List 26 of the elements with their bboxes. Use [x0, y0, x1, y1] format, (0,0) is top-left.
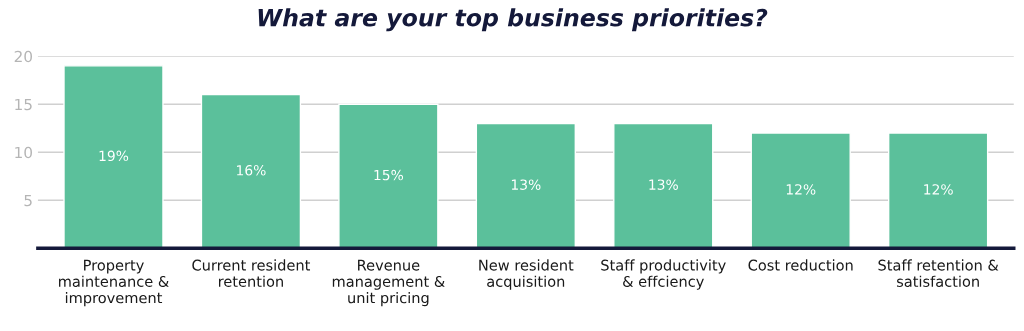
x-tick-label: Staff productivity & effciency — [601, 259, 726, 290]
bar — [63, 65, 164, 249]
data-label: 19% — [99, 150, 129, 162]
bar — [750, 132, 851, 249]
data-label: 16% — [237, 164, 266, 176]
bar — [475, 122, 576, 249]
y-tick-label: 15 — [15, 98, 32, 111]
data-label: 12% — [786, 184, 816, 195]
bar — [887, 132, 989, 249]
x-tick-label: Staff retention & satisfaction — [878, 259, 999, 287]
bar — [338, 103, 439, 249]
x-tick-label: Property maintenance & improvement — [59, 259, 169, 307]
y-tick-label: 5 — [24, 194, 32, 207]
chart-title: What are your top business priorities? — [258, 8, 768, 32]
bar — [200, 93, 302, 249]
data-label: 13% — [649, 179, 678, 190]
data-label: 13% — [511, 179, 541, 190]
bar — [613, 122, 714, 249]
y-tick-label: 10 — [15, 146, 33, 159]
data-label: 15% — [374, 169, 404, 181]
x-tick-label: Current resident retention — [192, 259, 311, 287]
x-tick-label: Revenue management & unit pricing — [332, 259, 445, 307]
y-tick-label: 20 — [14, 50, 33, 63]
x-tick-label: New resident acquisition — [479, 259, 574, 290]
data-label: 12% — [924, 184, 953, 195]
x-tick-label: Cost reduction — [748, 259, 853, 271]
